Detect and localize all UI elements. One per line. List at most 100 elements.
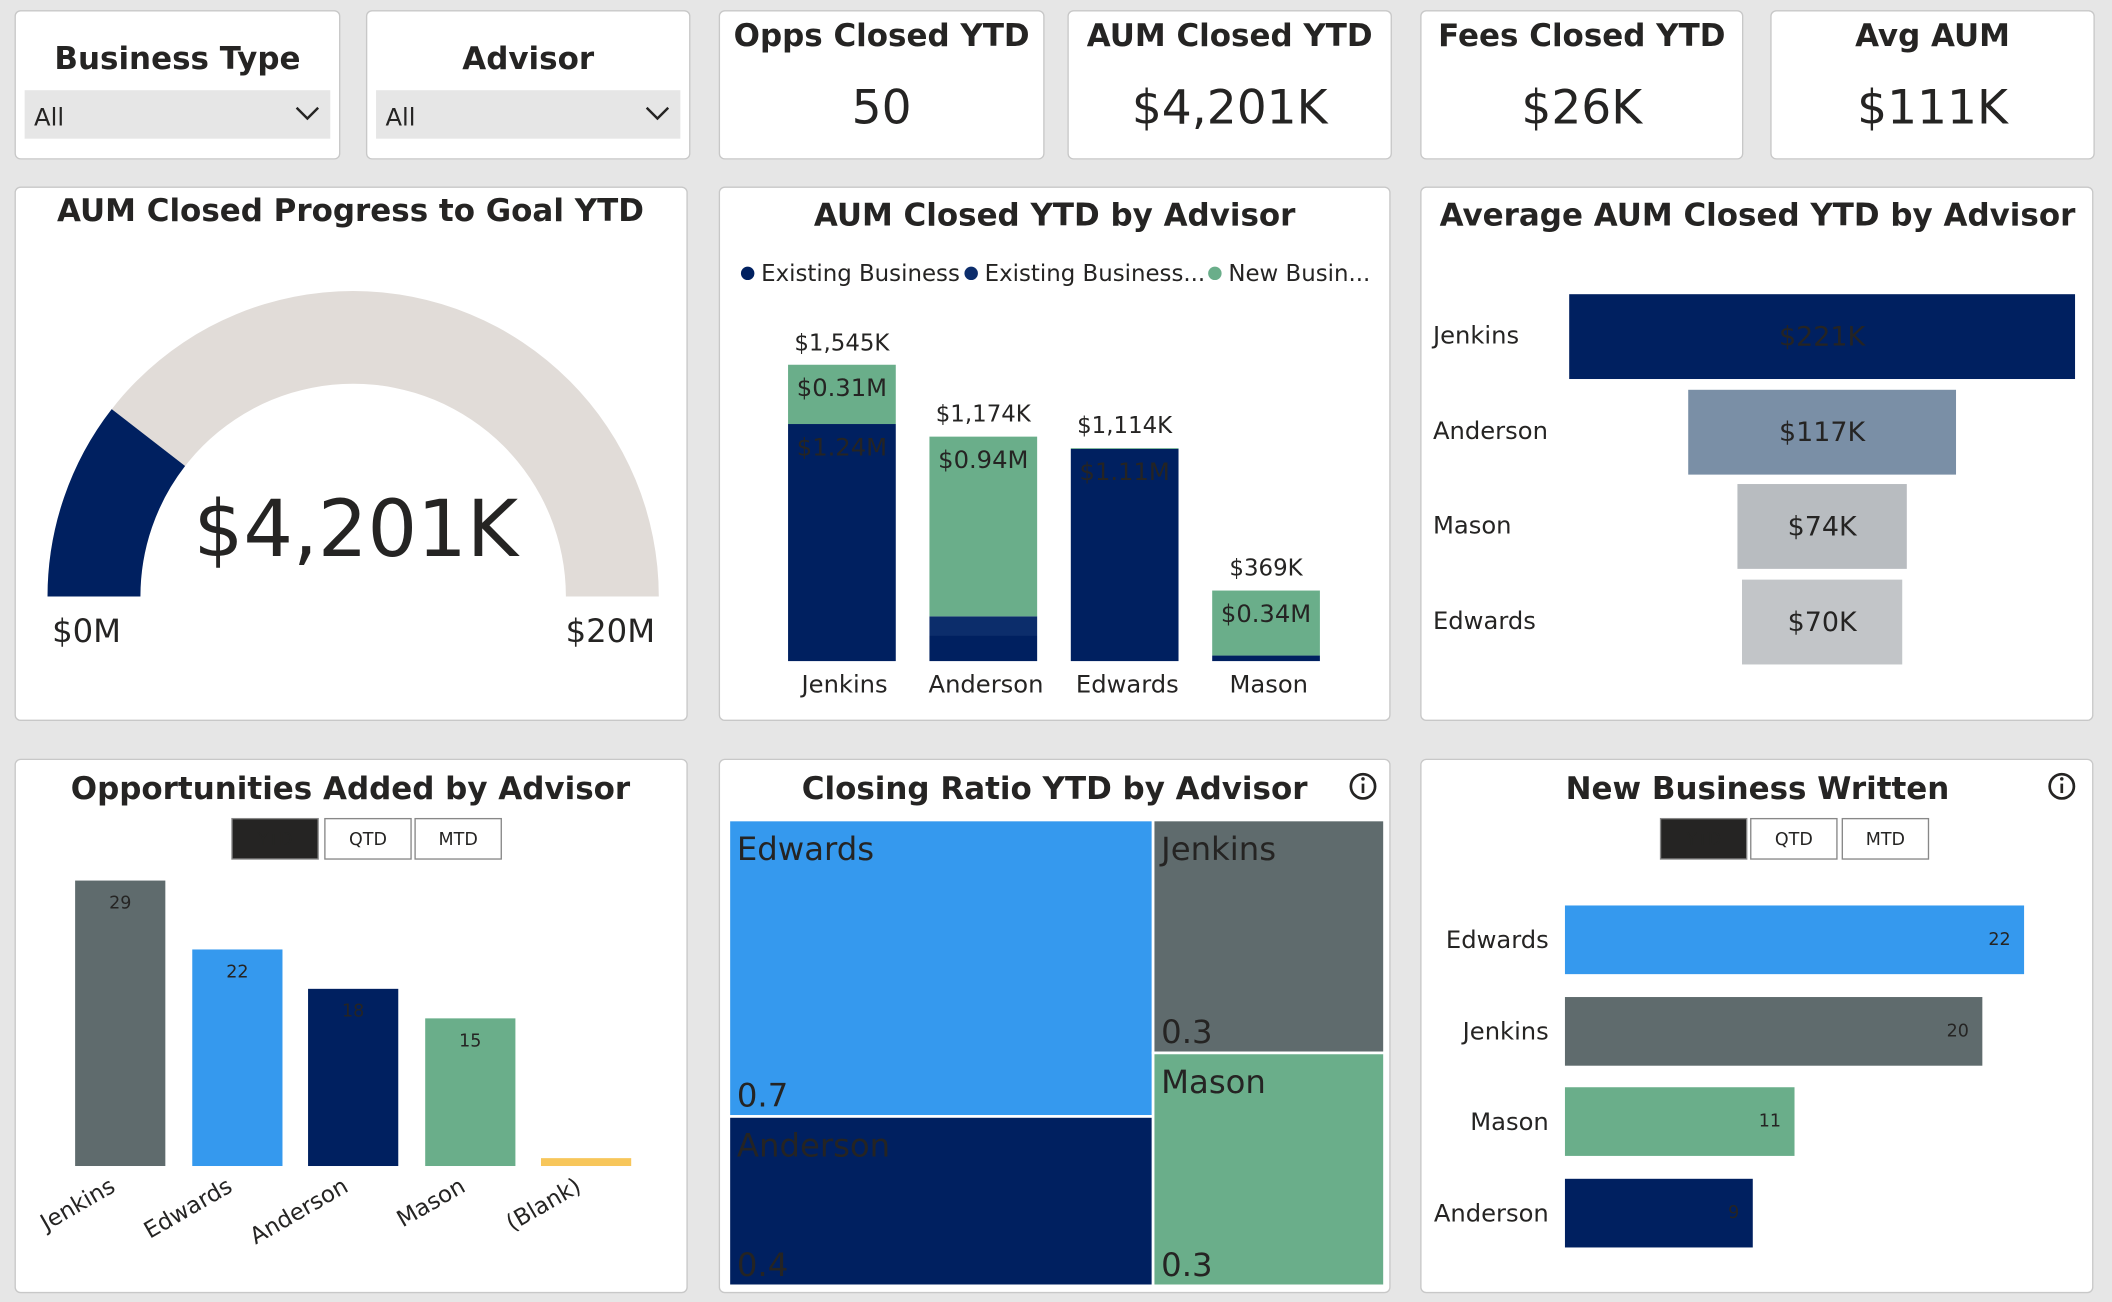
panel	[1420, 10, 1744, 160]
bar	[75, 880, 166, 1167]
bar-segment	[929, 635, 1038, 662]
chart-title: Average AUM Closed YTD by Advisor	[1440, 197, 2076, 233]
legend-marker	[740, 266, 755, 281]
funnel-bar	[1742, 579, 1903, 665]
legend-marker	[1208, 266, 1222, 281]
value-label: $70K	[1788, 607, 1858, 638]
bar-segment	[929, 616, 1038, 636]
info-icon[interactable]	[2048, 772, 2076, 800]
bar-segment	[1212, 655, 1320, 662]
bar-segment	[929, 436, 1038, 617]
chevron	[645, 106, 670, 121]
tile-label: Mason	[1161, 1063, 1266, 1101]
segment-label: $0.31M	[797, 374, 887, 402]
info-icon[interactable]	[1349, 772, 1377, 800]
chart-title: AUM Closed Progress to Goal YTD	[57, 193, 644, 229]
tile-label: Anderson	[737, 1126, 890, 1164]
toggle-button[interactable]	[1750, 817, 1838, 860]
tile-value: 0.7	[737, 1077, 788, 1115]
bar	[1564, 1178, 1753, 1248]
card-value: $111K	[1857, 80, 2009, 135]
bar	[308, 988, 399, 1167]
treemap-tile	[727, 1115, 1155, 1288]
bar	[192, 949, 283, 1167]
segment-label: $1.11M	[1080, 458, 1170, 486]
bar-segment	[788, 364, 896, 425]
gauge-value	[47, 409, 186, 597]
total-label: $1,174K	[936, 402, 1032, 428]
chart-title: Opportunities Added by Advisor	[71, 771, 631, 807]
category-label: Anderson	[1433, 417, 1548, 445]
bar	[1564, 1087, 1795, 1156]
card-value: $4,201K	[1132, 80, 1329, 135]
tile-label: Edwards	[737, 830, 874, 868]
toggle-button[interactable]	[414, 817, 502, 860]
bar-segment	[1070, 448, 1179, 662]
toggle-label: QTD	[349, 830, 387, 850]
category-label: Mason	[1470, 1108, 1549, 1136]
x-tick-label: Edwards	[1076, 670, 1179, 698]
treemap-tile	[1151, 1051, 1386, 1288]
category-label: Edwards	[1433, 607, 1536, 635]
value-label: 22	[226, 962, 248, 982]
value-label: 9	[1728, 1203, 1739, 1223]
segment-label: $0.94M	[938, 446, 1028, 474]
bar	[540, 1158, 632, 1167]
card-title: Fees Closed YTD	[1438, 18, 1725, 54]
dropdown[interactable]	[24, 90, 331, 139]
dropdown-value: All	[34, 103, 64, 131]
tile-value: 0.3	[1161, 1246, 1212, 1284]
value-label: 22	[1988, 930, 2010, 950]
gauge-tick-label: $20M	[566, 612, 656, 650]
toggle-button[interactable]	[1659, 817, 1748, 860]
bar-segment	[1212, 590, 1320, 656]
toggle-button[interactable]	[1841, 817, 1930, 860]
panel	[718, 10, 1045, 160]
toggle-label: QTD	[1775, 830, 1813, 850]
dropdown-value: All	[385, 103, 415, 131]
total-label: $1,545K	[794, 331, 890, 357]
toggle-label: MTD	[439, 830, 478, 850]
value-label: $117K	[1779, 417, 1866, 448]
value-label: 29	[109, 893, 131, 913]
chart-title: AUM Closed YTD by Advisor	[814, 197, 1296, 233]
card-value: $26K	[1521, 80, 1643, 135]
bar	[1564, 905, 2025, 975]
gauge-label: $4,201K	[194, 485, 520, 575]
card-title: Avg AUM	[1855, 18, 2010, 54]
chart-title: New Business Written	[1566, 771, 1950, 807]
chart-title: Closing Ratio YTD by Advisor	[802, 771, 1308, 807]
x-tick-label: Jenkins	[800, 670, 888, 698]
bar-segment	[788, 424, 896, 662]
bar	[1564, 997, 1983, 1066]
slicer-title: Business Type	[54, 41, 300, 77]
tile-value: 0.3	[1161, 1013, 1212, 1051]
funnel-bar	[1688, 389, 1957, 475]
card-title: AUM Closed YTD	[1087, 18, 1373, 54]
treemap-tile	[1151, 818, 1386, 1055]
toggle-label: YTD	[1685, 830, 1721, 850]
funnel-bar	[1569, 294, 2076, 380]
toggle-label: YTD	[257, 830, 293, 850]
treemap-tile	[727, 818, 1155, 1118]
value-label: 20	[1947, 1021, 1969, 1041]
tile-label: Jenkins	[1159, 830, 1276, 868]
total-label: $369K	[1229, 556, 1303, 582]
legend-label: Existing Business...	[985, 261, 1206, 287]
category-label: Mason	[1433, 511, 1512, 539]
bar	[425, 1018, 516, 1167]
dropdown[interactable]	[376, 90, 681, 139]
gauge-tick-label: $0M	[52, 612, 121, 650]
segment-label: $0.34M	[1221, 600, 1311, 628]
value-label: 15	[459, 1031, 481, 1051]
category-label: Edwards	[1446, 926, 1549, 954]
card-title: Opps Closed YTD	[734, 18, 1030, 54]
toggle-button[interactable]	[231, 817, 319, 860]
value-label: 11	[1759, 1112, 1781, 1132]
category-label: Jenkins	[1461, 1018, 1549, 1046]
toggle-button[interactable]	[324, 817, 412, 860]
gauge-track	[47, 290, 659, 597]
tile-value: 0.4	[737, 1246, 788, 1284]
panel	[1067, 10, 1392, 160]
